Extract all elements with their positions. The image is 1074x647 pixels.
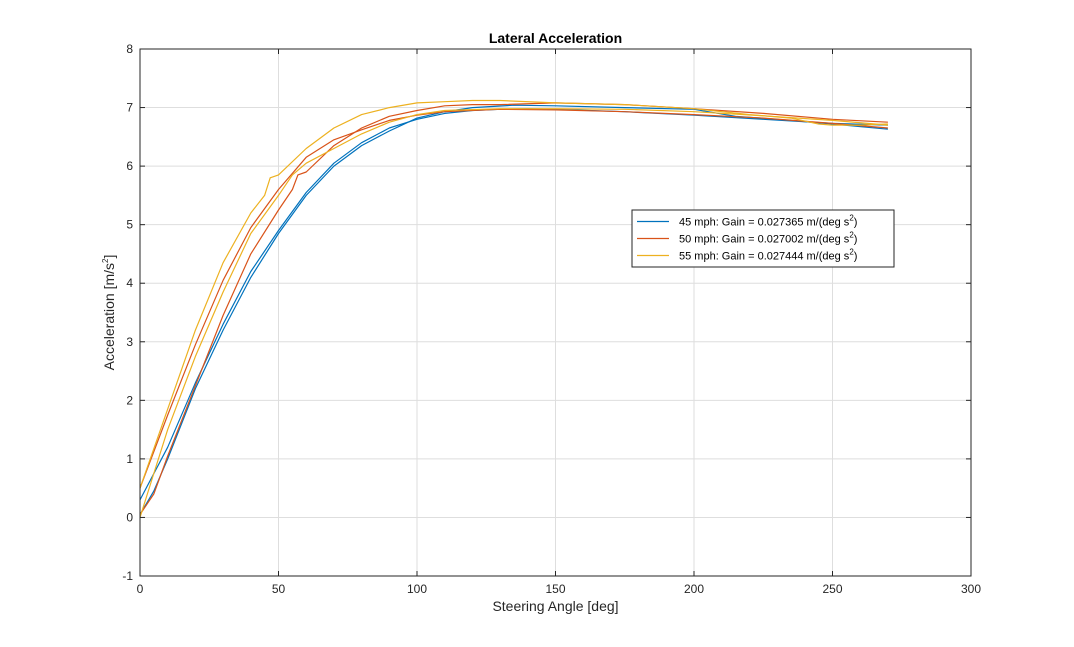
x-tick-label: 150 — [545, 582, 565, 596]
x-tick-label: 300 — [961, 582, 981, 596]
x-tick-label: 100 — [407, 582, 427, 596]
plot-lines — [139, 99, 888, 518]
y-axis-label: Acceleration [m/s2] — [101, 255, 117, 371]
y-tick-label: 7 — [126, 101, 133, 115]
y-tick-label: 5 — [126, 218, 133, 232]
legend-entry-1: 45 mph: Gain = 0.027365 m/(deg s2) — [679, 214, 857, 229]
y-axis-label-main: Acceleration [m/s — [101, 263, 117, 370]
y-axis-label-sup: 2 — [101, 258, 110, 263]
y-tick-label: 8 — [126, 42, 133, 56]
x-tick-label: 200 — [684, 582, 704, 596]
y-tick-label: 0 — [126, 510, 133, 524]
x-axis-label: Steering Angle [deg] — [492, 598, 618, 614]
chart-title: Lateral Acceleration — [489, 30, 622, 46]
y-tick-label: 6 — [126, 159, 133, 173]
y-tick-label: 1 — [126, 452, 133, 466]
legend-entry-2: 50 mph: Gain = 0.027002 m/(deg s2) — [679, 231, 857, 246]
y-tick-label: 2 — [126, 393, 133, 407]
series-line-2-down — [139, 108, 888, 489]
x-tick-label: 0 — [137, 582, 144, 596]
y-tick-label: 4 — [126, 276, 133, 290]
y-axis-label-tail: ] — [101, 255, 117, 259]
series-line-3-down — [139, 108, 888, 518]
y-tick-label: -1 — [122, 569, 133, 583]
legend: 45 mph: Gain = 0.027365 m/(deg s2) 50 mph… — [631, 209, 895, 268]
y-tick-label: 3 — [126, 335, 133, 349]
legend-entry-3: 55 mph: Gain = 0.027444 m/(deg s2) — [679, 248, 857, 263]
x-tick-label: 250 — [822, 582, 842, 596]
legend-box — [631, 209, 895, 268]
axis-ticks: 0 50 100 150 200 250 300 -1 0 1 2 3 4 5 6 7 8 — [122, 42, 981, 596]
x-tick-label: 50 — [272, 582, 286, 596]
